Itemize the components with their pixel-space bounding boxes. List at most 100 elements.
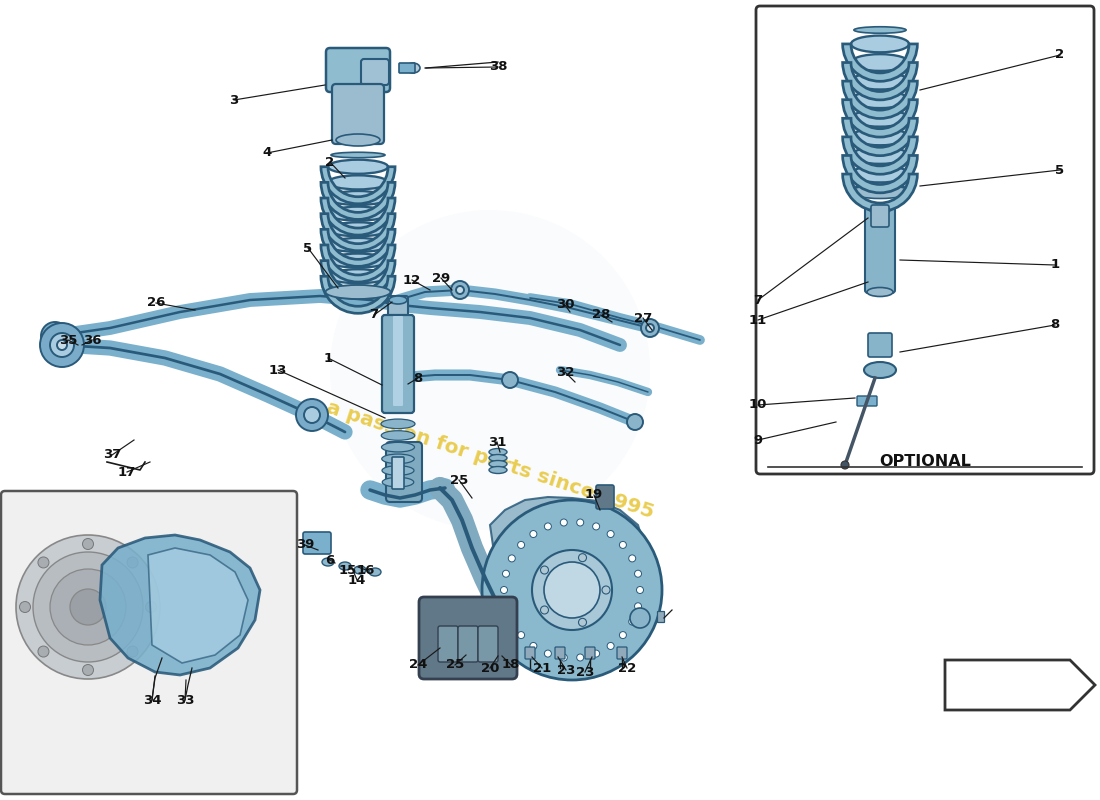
Ellipse shape	[490, 449, 507, 455]
Circle shape	[126, 646, 138, 657]
Ellipse shape	[490, 454, 507, 462]
Ellipse shape	[328, 191, 388, 205]
Text: 23: 23	[575, 666, 594, 678]
FancyBboxPatch shape	[756, 6, 1094, 474]
Circle shape	[540, 606, 549, 614]
Text: 33: 33	[176, 694, 195, 706]
FancyBboxPatch shape	[332, 84, 384, 144]
Circle shape	[607, 642, 614, 650]
Circle shape	[560, 654, 568, 661]
Ellipse shape	[381, 419, 415, 429]
Ellipse shape	[328, 238, 388, 252]
FancyBboxPatch shape	[857, 396, 877, 406]
Ellipse shape	[328, 254, 388, 268]
FancyBboxPatch shape	[868, 333, 892, 357]
Ellipse shape	[851, 147, 909, 164]
Circle shape	[532, 550, 612, 630]
Circle shape	[330, 210, 650, 530]
Circle shape	[842, 461, 849, 469]
Circle shape	[508, 618, 515, 625]
FancyBboxPatch shape	[556, 647, 565, 659]
Ellipse shape	[383, 478, 414, 487]
FancyBboxPatch shape	[1, 491, 297, 794]
Text: 8: 8	[1050, 318, 1059, 331]
Ellipse shape	[851, 110, 909, 126]
Circle shape	[576, 519, 584, 526]
Circle shape	[635, 602, 641, 610]
Text: 15: 15	[339, 563, 358, 577]
Ellipse shape	[851, 91, 909, 108]
Ellipse shape	[328, 206, 388, 221]
Wedge shape	[843, 81, 917, 118]
Circle shape	[641, 319, 659, 337]
Wedge shape	[843, 118, 917, 156]
Ellipse shape	[326, 285, 390, 299]
Wedge shape	[843, 174, 917, 211]
Text: 31: 31	[487, 435, 506, 449]
Wedge shape	[321, 166, 395, 204]
Text: 37: 37	[102, 449, 121, 462]
Ellipse shape	[490, 466, 507, 474]
Ellipse shape	[851, 73, 909, 90]
Text: a passion for parts since 1995: a passion for parts since 1995	[323, 398, 657, 522]
Circle shape	[126, 557, 138, 568]
FancyBboxPatch shape	[302, 532, 331, 554]
Text: 32: 32	[556, 366, 574, 378]
Circle shape	[39, 646, 50, 657]
Circle shape	[607, 530, 614, 538]
Wedge shape	[843, 44, 917, 82]
Circle shape	[508, 555, 515, 562]
Text: 9: 9	[754, 434, 762, 446]
Circle shape	[530, 642, 537, 650]
Circle shape	[593, 650, 600, 657]
Ellipse shape	[864, 362, 896, 378]
FancyBboxPatch shape	[399, 63, 415, 73]
Text: 35: 35	[58, 334, 77, 346]
Circle shape	[629, 618, 636, 625]
Ellipse shape	[322, 558, 334, 566]
Ellipse shape	[870, 206, 890, 214]
Circle shape	[482, 500, 662, 680]
Ellipse shape	[406, 63, 420, 73]
FancyBboxPatch shape	[438, 626, 458, 662]
Text: 1: 1	[323, 351, 332, 365]
Circle shape	[602, 586, 610, 594]
Circle shape	[630, 608, 650, 628]
Circle shape	[41, 322, 69, 350]
Circle shape	[619, 631, 626, 638]
FancyBboxPatch shape	[658, 611, 664, 622]
Text: 21: 21	[532, 662, 551, 674]
Circle shape	[20, 602, 31, 613]
Ellipse shape	[382, 442, 415, 452]
Ellipse shape	[851, 129, 909, 146]
Wedge shape	[321, 198, 395, 235]
FancyBboxPatch shape	[392, 457, 404, 489]
Text: 25: 25	[446, 658, 464, 671]
Ellipse shape	[851, 166, 909, 182]
Circle shape	[451, 281, 469, 299]
Ellipse shape	[490, 461, 507, 467]
Circle shape	[503, 602, 509, 610]
FancyBboxPatch shape	[865, 203, 895, 293]
FancyBboxPatch shape	[617, 647, 627, 659]
Circle shape	[579, 554, 586, 562]
Wedge shape	[321, 276, 395, 314]
Circle shape	[503, 570, 509, 578]
Circle shape	[593, 523, 600, 530]
Text: 28: 28	[592, 309, 611, 322]
Circle shape	[70, 589, 106, 625]
Polygon shape	[148, 548, 248, 663]
Ellipse shape	[382, 430, 415, 440]
Circle shape	[82, 665, 94, 675]
Circle shape	[579, 618, 586, 626]
Wedge shape	[321, 245, 395, 282]
Ellipse shape	[389, 296, 407, 304]
Circle shape	[544, 523, 551, 530]
Wedge shape	[843, 62, 917, 100]
Text: 5: 5	[304, 242, 312, 254]
Circle shape	[540, 566, 549, 574]
Text: 8: 8	[414, 371, 422, 385]
Circle shape	[304, 407, 320, 423]
FancyBboxPatch shape	[596, 485, 614, 509]
Circle shape	[619, 542, 626, 549]
